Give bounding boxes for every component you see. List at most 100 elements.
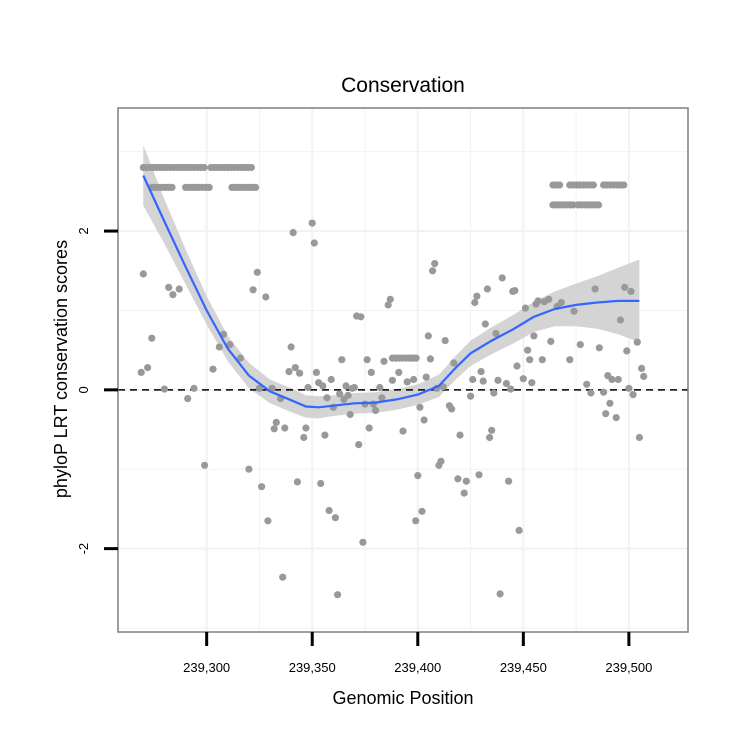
- data-point: [454, 475, 462, 483]
- data-point: [270, 425, 278, 433]
- x-tick-label: 239,400: [394, 660, 441, 675]
- data-point: [526, 356, 534, 364]
- data-point: [363, 356, 371, 364]
- data-point: [272, 418, 280, 426]
- data-point: [594, 201, 603, 209]
- data-point: [255, 384, 263, 392]
- data-point: [359, 538, 367, 546]
- data-point: [350, 383, 358, 392]
- data-point: [547, 337, 555, 345]
- data-point: [441, 337, 449, 345]
- data-point: [407, 354, 415, 362]
- data-point: [139, 270, 147, 278]
- data-point: [612, 414, 620, 422]
- data-point: [175, 285, 183, 293]
- data-point: [486, 433, 494, 442]
- data-points: [137, 163, 648, 599]
- y-tick-label: -2: [76, 543, 91, 555]
- data-point: [367, 368, 375, 376]
- data-point: [310, 239, 318, 247]
- data-point: [473, 292, 481, 300]
- data-point: [507, 385, 515, 393]
- data-point: [395, 368, 403, 376]
- data-point: [471, 298, 479, 307]
- data-point: [249, 286, 257, 294]
- data-point: [365, 424, 373, 432]
- data-point: [483, 285, 491, 293]
- data-point: [300, 433, 308, 442]
- data-point: [190, 384, 198, 392]
- data-point: [498, 274, 506, 282]
- data-point: [475, 471, 483, 479]
- data-point: [262, 293, 270, 301]
- data-point: [429, 267, 437, 275]
- data-point: [460, 489, 468, 497]
- chart-title: Conservation: [341, 74, 465, 97]
- data-point: [291, 364, 299, 372]
- data-point: [403, 378, 411, 386]
- data-point: [477, 368, 485, 376]
- data-point: [587, 389, 595, 397]
- data-point: [144, 364, 152, 372]
- data-point: [200, 163, 208, 172]
- data-point: [467, 392, 475, 400]
- data-point: [450, 359, 458, 367]
- data-point: [236, 354, 244, 362]
- data-point: [633, 338, 641, 346]
- data-point: [268, 384, 276, 392]
- data-point: [304, 383, 312, 392]
- data-point: [399, 427, 407, 435]
- data-point: [357, 313, 365, 321]
- data-point: [629, 391, 637, 399]
- data-point: [323, 394, 331, 402]
- smooth-line-layer: [142, 175, 640, 409]
- data-point: [372, 406, 380, 415]
- data-point: [600, 388, 608, 396]
- data-point: [137, 368, 145, 376]
- data-point: [515, 526, 523, 535]
- data-point: [569, 201, 577, 209]
- data-point: [614, 375, 622, 384]
- data-point: [420, 416, 428, 424]
- data-point: [556, 181, 564, 189]
- data-point: [505, 477, 513, 485]
- data-point: [355, 441, 363, 449]
- data-point: [148, 334, 156, 342]
- data-point: [479, 377, 487, 385]
- data-point: [209, 365, 217, 373]
- data-point: [492, 329, 500, 338]
- data-point: [388, 376, 396, 384]
- data-point: [378, 394, 386, 402]
- x-tick-label: 239,450: [500, 660, 547, 675]
- x-tick-label: 239,350: [289, 660, 336, 675]
- data-point: [570, 307, 578, 315]
- data-point: [376, 383, 384, 392]
- data-point: [338, 356, 346, 364]
- data-point: [380, 357, 388, 365]
- data-point: [317, 479, 325, 488]
- data-point: [302, 424, 310, 432]
- data-point: [293, 478, 301, 486]
- data-point: [342, 382, 350, 390]
- data-point: [595, 344, 603, 352]
- data-point: [576, 341, 584, 349]
- data-point: [215, 343, 223, 351]
- data-point: [530, 332, 538, 340]
- data-point: [606, 399, 614, 407]
- data-point: [448, 405, 456, 413]
- y-axis-ticks: -2 0 2: [76, 227, 118, 554]
- data-point: [591, 285, 599, 293]
- grid-lines: [118, 108, 688, 632]
- plot-frame: [117, 107, 689, 633]
- data-point: [279, 573, 287, 581]
- data-point: [557, 298, 565, 307]
- data-point: [620, 181, 628, 189]
- smooth-trend-line: [142, 175, 640, 409]
- data-point: [426, 355, 434, 363]
- data-point: [589, 181, 598, 189]
- data-point: [410, 375, 418, 384]
- data-point: [253, 268, 261, 276]
- data-point: [245, 465, 253, 473]
- data-point: [296, 369, 304, 377]
